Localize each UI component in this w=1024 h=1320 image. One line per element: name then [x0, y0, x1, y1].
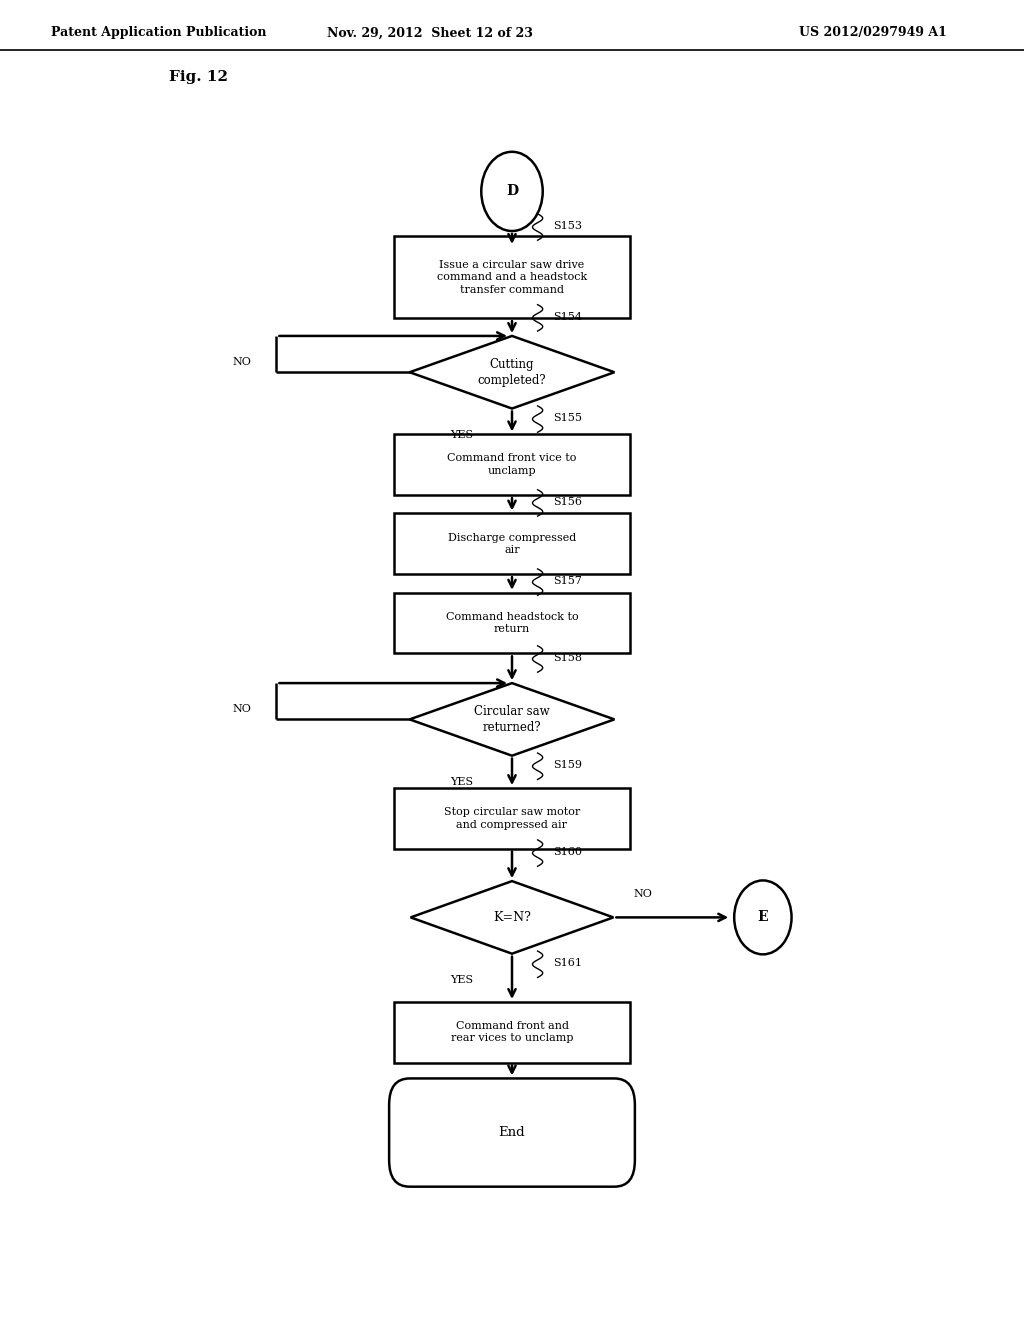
Text: Cutting
completed?: Cutting completed?: [477, 358, 547, 387]
Polygon shape: [410, 337, 614, 409]
Text: S156: S156: [553, 496, 582, 507]
Text: Issue a circular saw drive
command and a headstock
transfer command: Issue a circular saw drive command and a…: [437, 260, 587, 294]
Text: Command front and
rear vices to unclamp: Command front and rear vices to unclamp: [451, 1022, 573, 1043]
Text: S159: S159: [553, 760, 582, 770]
Text: YES: YES: [451, 777, 474, 787]
Text: NO: NO: [634, 888, 652, 899]
Text: Stop circular saw motor
and compressed air: Stop circular saw motor and compressed a…: [443, 808, 581, 829]
Text: S154: S154: [553, 312, 582, 322]
FancyBboxPatch shape: [394, 593, 630, 653]
Text: S161: S161: [553, 958, 582, 968]
Text: Command headstock to
return: Command headstock to return: [445, 612, 579, 634]
Circle shape: [734, 880, 792, 954]
Text: YES: YES: [451, 975, 474, 985]
Text: D: D: [506, 185, 518, 198]
Text: Circular saw
returned?: Circular saw returned?: [474, 705, 550, 734]
Text: S160: S160: [553, 846, 582, 857]
Text: Fig. 12: Fig. 12: [169, 70, 228, 84]
FancyBboxPatch shape: [394, 236, 630, 318]
Text: S153: S153: [553, 220, 582, 231]
FancyBboxPatch shape: [394, 1002, 630, 1063]
FancyBboxPatch shape: [394, 788, 630, 849]
Text: Nov. 29, 2012  Sheet 12 of 23: Nov. 29, 2012 Sheet 12 of 23: [327, 26, 534, 40]
Text: S155: S155: [553, 413, 582, 422]
Text: End: End: [499, 1126, 525, 1139]
Polygon shape: [411, 882, 613, 953]
Text: K=N?: K=N?: [494, 911, 530, 924]
FancyBboxPatch shape: [389, 1078, 635, 1187]
Text: S157: S157: [553, 576, 582, 586]
Text: US 2012/0297949 A1: US 2012/0297949 A1: [799, 26, 946, 40]
Text: NO: NO: [232, 356, 251, 367]
Text: S158: S158: [553, 652, 582, 663]
Text: E: E: [758, 911, 768, 924]
FancyBboxPatch shape: [394, 513, 630, 574]
Polygon shape: [410, 682, 614, 755]
Text: Discharge compressed
air: Discharge compressed air: [447, 533, 577, 554]
Text: Command front vice to
unclamp: Command front vice to unclamp: [447, 454, 577, 475]
Text: YES: YES: [451, 430, 474, 440]
Text: Patent Application Publication: Patent Application Publication: [51, 26, 266, 40]
FancyBboxPatch shape: [394, 434, 630, 495]
Circle shape: [481, 152, 543, 231]
Text: NO: NO: [232, 704, 251, 714]
